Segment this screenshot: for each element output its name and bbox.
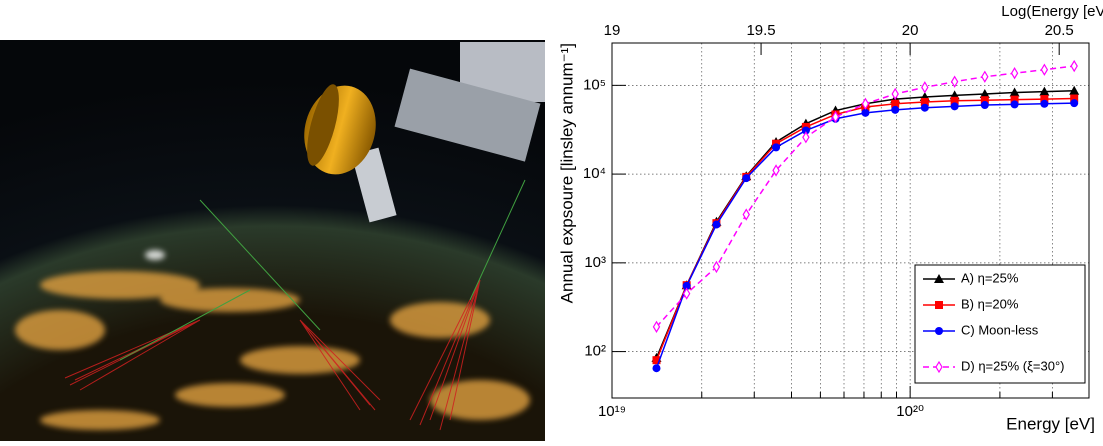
legend-label: A) η=25% [961, 270, 1019, 285]
marker [892, 89, 898, 99]
illustration [0, 40, 545, 441]
marker [982, 72, 988, 82]
x2-tick-label: 19 [604, 22, 621, 39]
x2-tick-label: 20 [902, 22, 919, 39]
marker [1012, 68, 1018, 78]
marker [1070, 99, 1078, 107]
x2-tick-label: 19.5 [746, 22, 775, 39]
x-tick-label: 10²⁰ [896, 403, 924, 420]
marker [921, 104, 929, 112]
marker [1040, 100, 1048, 108]
marker [772, 143, 780, 151]
y-tick-label: 10³ [584, 254, 606, 271]
x2-axis-label: Log(Energy [eV]) [1001, 3, 1103, 20]
marker [652, 364, 660, 372]
marker [653, 322, 659, 332]
marker [713, 262, 719, 272]
legend-label: D) η=25% (ξ=30°) [961, 358, 1065, 373]
legend-label: C) Moon-less [961, 322, 1039, 337]
marker [1041, 65, 1047, 75]
x-axis-label: Energy [eV] [1006, 414, 1095, 433]
marker [935, 301, 943, 309]
y-tick-label: 10⁵ [583, 76, 606, 93]
x-tick-label: 10¹⁹ [598, 403, 626, 420]
marker [935, 327, 943, 335]
marker [742, 174, 750, 182]
y-tick-label: 10² [584, 343, 606, 360]
marker [981, 101, 989, 109]
y-tick-label: 10⁴ [583, 165, 606, 182]
marker [861, 109, 869, 117]
legend-label: B) η=20% [961, 296, 1019, 311]
x2-tick-label: 20.5 [1045, 22, 1074, 39]
marker [712, 221, 720, 229]
y-axis-label: Annual expsoure [linsley annum⁻¹] [557, 43, 576, 303]
marker [1011, 100, 1019, 108]
marker [891, 106, 899, 114]
marker [922, 82, 928, 92]
marker [1071, 61, 1077, 71]
marker [951, 102, 959, 110]
figure: Log(Energy [eV]) Energy [eV] Annual exps… [0, 0, 1103, 441]
